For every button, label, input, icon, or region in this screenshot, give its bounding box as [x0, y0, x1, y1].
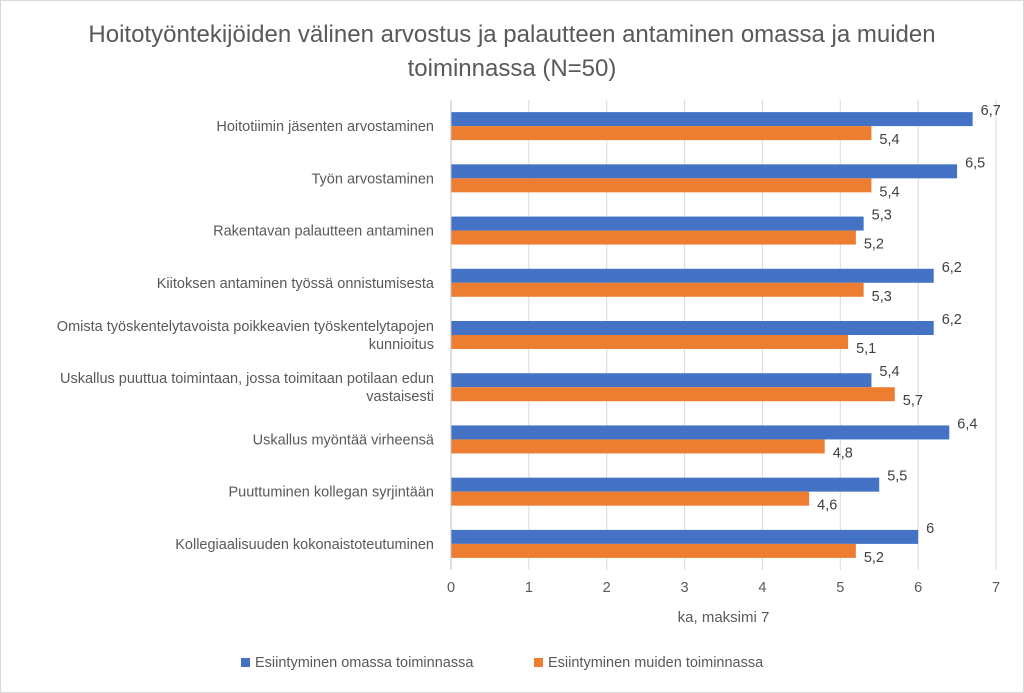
- category-label-7: Puuttuminen kollegan syrjintään: [228, 485, 434, 501]
- data-label-omassa-6: 6,4: [957, 416, 977, 432]
- category-label-3: Kiitoksen antaminen työssä onnistumisest…: [157, 276, 435, 292]
- bar-muiden-7: [451, 491, 810, 506]
- data-label-omassa-1: 6,5: [965, 155, 985, 171]
- x-tick-label-7: 7: [992, 580, 1000, 596]
- x-tick-label-0: 0: [447, 580, 455, 596]
- bar-muiden-4: [451, 335, 849, 349]
- data-label-omassa-2: 5,3: [872, 208, 892, 224]
- category-label-5-line-0: Uskallus puuttua toimintaan, jossa toimi…: [60, 371, 434, 387]
- data-label-muiden-5: 5,7: [903, 393, 923, 409]
- data-label-muiden-8: 5,2: [864, 550, 884, 566]
- bar-omassa-5: [451, 373, 872, 388]
- data-label-muiden-6: 4,8: [833, 445, 853, 461]
- x-tick-label-2: 2: [603, 580, 611, 596]
- bar-omassa-8: [451, 529, 919, 544]
- data-label-omassa-3: 6,2: [942, 260, 962, 276]
- bar-muiden-8: [451, 543, 856, 558]
- data-label-muiden-3: 5,3: [872, 289, 892, 305]
- x-axis-title: ka, maksimi 7: [678, 609, 770, 626]
- data-label-omassa-7: 5,5: [887, 469, 907, 485]
- data-label-omassa-8: 6: [926, 521, 934, 537]
- category-label-0: Hoitotiimin jäsenten arvostaminen: [216, 119, 434, 135]
- category-label-2: Rakentavan palautteen antaminen: [213, 224, 434, 240]
- data-label-muiden-2: 5,2: [864, 237, 884, 253]
- data-label-muiden-4: 5,1: [856, 341, 876, 357]
- category-label-4-line-1: kunnioitus: [369, 337, 434, 353]
- data-label-omassa-0: 6,7: [981, 103, 1001, 119]
- x-tick-label-3: 3: [681, 580, 689, 596]
- bar-omassa-6: [451, 425, 950, 440]
- data-label-muiden-7: 4,6: [817, 498, 837, 514]
- bar-omassa-7: [451, 477, 880, 492]
- bar-omassa-0: [451, 112, 973, 127]
- data-label-muiden-0: 5,4: [879, 132, 899, 148]
- bar-omassa-3: [451, 268, 934, 283]
- category-label-6: Uskallus myöntää virheensä: [253, 432, 435, 448]
- legend-label-0: Esiintyminen omassa toiminnassa: [255, 655, 474, 671]
- legend-swatch-0: [241, 658, 250, 667]
- category-label-4-line-0: Omista työskentelytavoista poikkeavien t…: [57, 319, 434, 335]
- data-label-omassa-5: 5,4: [879, 364, 899, 380]
- bar-muiden-2: [451, 230, 856, 245]
- chart-title: Hoitotyöntekijöiden välinen arvostus ja …: [88, 21, 936, 82]
- bar-omassa-2: [451, 216, 864, 231]
- legend-swatch-1: [534, 658, 543, 667]
- bar-muiden-5: [451, 387, 895, 402]
- x-tick-label-4: 4: [758, 580, 766, 596]
- bar-omassa-1: [451, 164, 958, 179]
- data-label-muiden-1: 5,4: [879, 184, 899, 200]
- data-label-omassa-4: 6,2: [942, 312, 962, 328]
- x-tick-label-5: 5: [836, 580, 844, 596]
- x-tick-label-1: 1: [525, 580, 533, 596]
- bar-muiden-6: [451, 439, 825, 454]
- bar-omassa-4: [451, 321, 934, 335]
- category-label-5-line-1: vastaisesti: [366, 389, 434, 405]
- bar-muiden-0: [451, 126, 872, 141]
- category-label-1: Työn arvostaminen: [311, 171, 434, 187]
- bar-muiden-3: [451, 282, 864, 297]
- category-label-8: Kollegiaalisuuden kokonaistoteutuminen: [175, 537, 434, 553]
- x-tick-label-6: 6: [914, 580, 922, 596]
- bar-muiden-1: [451, 178, 872, 193]
- legend-label-1: Esiintyminen muiden toiminnassa: [548, 655, 764, 671]
